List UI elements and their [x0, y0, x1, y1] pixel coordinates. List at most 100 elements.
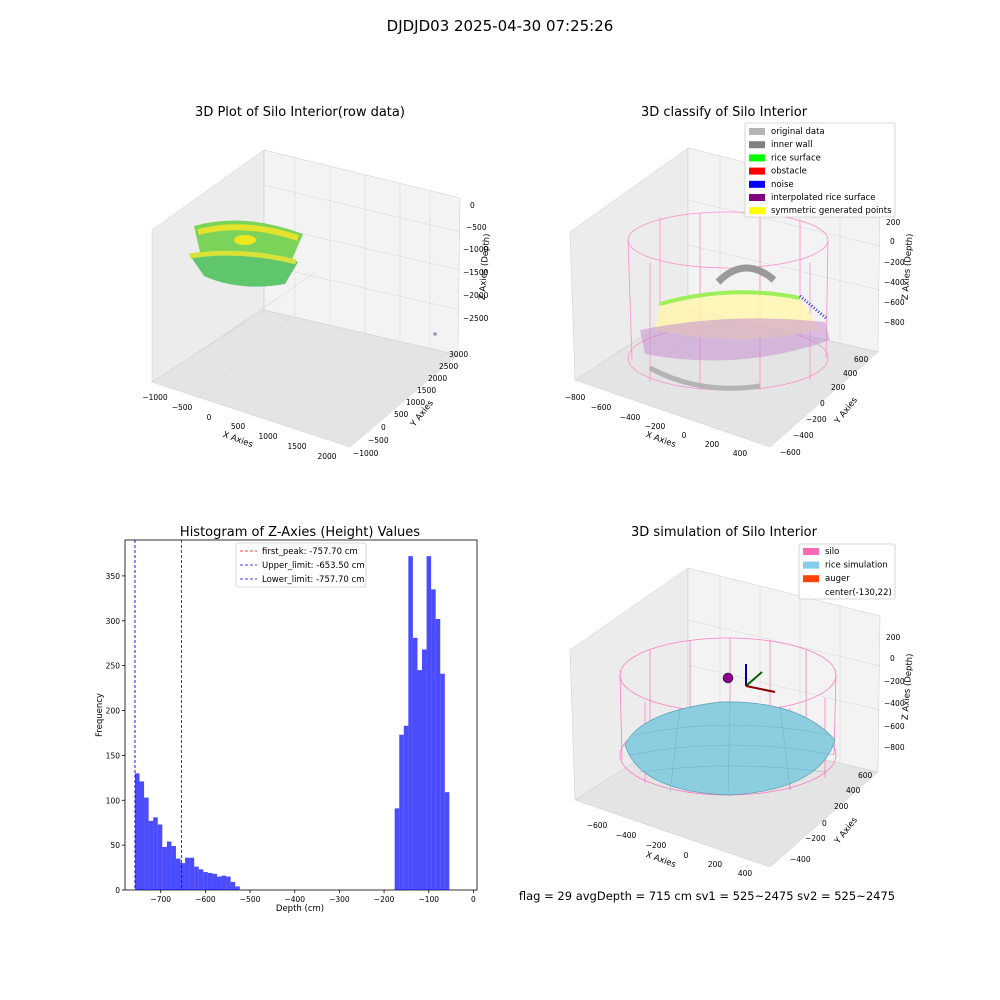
legend-label: center(-130,22) — [825, 588, 892, 598]
histogram-bar — [412, 637, 418, 890]
panel-simulation-3d: 3D simulation of Silo Interior — [569, 525, 916, 878]
histogram-bar — [162, 846, 167, 890]
classify-xtick: 0 — [682, 431, 687, 440]
histogram-xtick-label: −300 — [329, 895, 350, 904]
histogram-ytick-label: 0 — [115, 886, 120, 895]
raw-xtick: 2000 — [317, 452, 336, 461]
histogram-xtick-label: −500 — [240, 895, 261, 904]
legend-label: obstacle — [771, 167, 807, 177]
histogram-ylabel: Frequency — [95, 693, 105, 737]
legend-label: auger — [825, 574, 850, 584]
legend-swatch — [749, 207, 765, 215]
sim-ytick: 200 — [834, 802, 849, 811]
legend-swatch — [749, 180, 765, 188]
raw-xtick: −500 — [172, 403, 193, 412]
classify-ztick: 200 — [886, 218, 901, 227]
legend-swatch — [749, 167, 765, 175]
histogram-xtick-label: −100 — [418, 895, 439, 904]
sim-axis-y — [745, 671, 763, 687]
classify-yticks: −600 −400 −200 0 200 400 600 — [780, 355, 869, 457]
histogram-bar — [207, 872, 213, 890]
classify-ztick: −800 — [884, 318, 905, 327]
classify-xtick: 400 — [733, 449, 748, 458]
raw-lower-rim — [189, 250, 297, 265]
sim-ytick: −400 — [790, 855, 811, 864]
histogram-bar — [431, 589, 436, 890]
raw-center-blob — [234, 235, 256, 245]
raw-panel-title: 3D Plot of Silo Interior(row data) — [195, 105, 405, 120]
histogram-bar — [230, 881, 236, 890]
histogram-xtick-label: −600 — [195, 895, 216, 904]
histogram-bar — [426, 556, 432, 890]
legend-label: original data — [771, 127, 825, 137]
raw-ztick: −1000 — [463, 245, 489, 254]
panel-classify-3d: 3D classify of Silo Interior — [565, 105, 916, 458]
raw-zlabel: Z Axies (Depth) — [478, 233, 493, 300]
histogram-bar — [403, 725, 409, 890]
histogram-bar — [144, 797, 149, 890]
legend-swatch — [749, 194, 765, 201]
sim-ytick: 0 — [822, 819, 827, 828]
legend-swatch — [803, 548, 819, 555]
classify-xtick: −400 — [620, 413, 641, 422]
histogram-bar — [226, 876, 231, 890]
histogram-ytick-label: 50 — [110, 841, 120, 850]
histogram-bar — [399, 734, 404, 890]
histogram-bar — [221, 875, 227, 890]
sim-ztick: 0 — [890, 654, 895, 663]
sim-xtick: −200 — [646, 841, 667, 850]
classify-ztick: −600 — [884, 298, 905, 307]
histogram-ytick-label: 250 — [106, 662, 121, 671]
histogram-bar — [175, 858, 181, 890]
histogram-ytick-label: 150 — [106, 751, 121, 760]
legend-swatch — [749, 154, 765, 162]
raw-ytick: −500 — [368, 436, 389, 445]
raw-ytick: 2000 — [428, 374, 447, 383]
histogram-bar — [394, 808, 400, 890]
classify-inner-wall — [715, 264, 777, 285]
legend-swatch — [803, 561, 819, 569]
classify-interpolated-surface — [640, 318, 830, 361]
legend-swatch — [749, 141, 765, 149]
histogram-bar — [212, 873, 217, 890]
histogram-bar — [153, 817, 158, 890]
histogram-bar — [422, 649, 427, 890]
raw-grid — [179, 150, 461, 418]
sim-ytick: −200 — [805, 834, 826, 843]
histogram-ytick-label: 200 — [106, 707, 121, 716]
histogram-bar — [189, 857, 195, 890]
raw-ytick: 2500 — [439, 362, 458, 371]
histogram-legend-label: first_peak: -757.70 cm — [262, 547, 358, 557]
classify-ztick: −400 — [884, 278, 905, 287]
raw-xtick: 1500 — [287, 442, 306, 451]
classify-ytick: 400 — [843, 369, 858, 378]
raw-lower-surface — [189, 250, 298, 287]
sim-ylabel: Y Axies — [832, 815, 860, 847]
raw-upper-rim — [197, 224, 299, 241]
sim-zlabel: Z Axies (Depth) — [901, 653, 916, 720]
histogram-bar — [148, 820, 154, 890]
raw-outlier-point — [433, 332, 437, 336]
raw-floor-pane — [151, 309, 459, 448]
sim-rice-mesh — [629, 702, 835, 796]
raw-ytick: −1000 — [353, 449, 379, 458]
classify-ylabel: Y Axies — [832, 395, 860, 427]
legend-label: noise — [771, 180, 794, 190]
histogram-ytick-label: 300 — [106, 617, 121, 626]
sim-ztick: −200 — [884, 677, 905, 686]
classify-legend: original data inner wall rice surface obsta… — [744, 122, 896, 218]
classify-ytick: 0 — [820, 399, 825, 408]
classify-xtick: −600 — [591, 403, 612, 412]
sim-axis-x — [745, 685, 776, 693]
legend-swatch — [803, 575, 819, 583]
raw-ytick: 1500 — [417, 386, 436, 395]
histogram-vlines — [134, 540, 182, 890]
sim-xtick: −600 — [587, 821, 608, 830]
sim-yticks: −400 −200 0 200 400 600 — [790, 771, 873, 864]
classify-ytick: −600 — [780, 448, 801, 457]
raw-ztick: −1500 — [463, 268, 489, 277]
histogram-ytick-label: 350 — [106, 572, 121, 581]
raw-ytick: 3000 — [449, 350, 468, 359]
raw-xtick: 1000 — [258, 432, 277, 441]
